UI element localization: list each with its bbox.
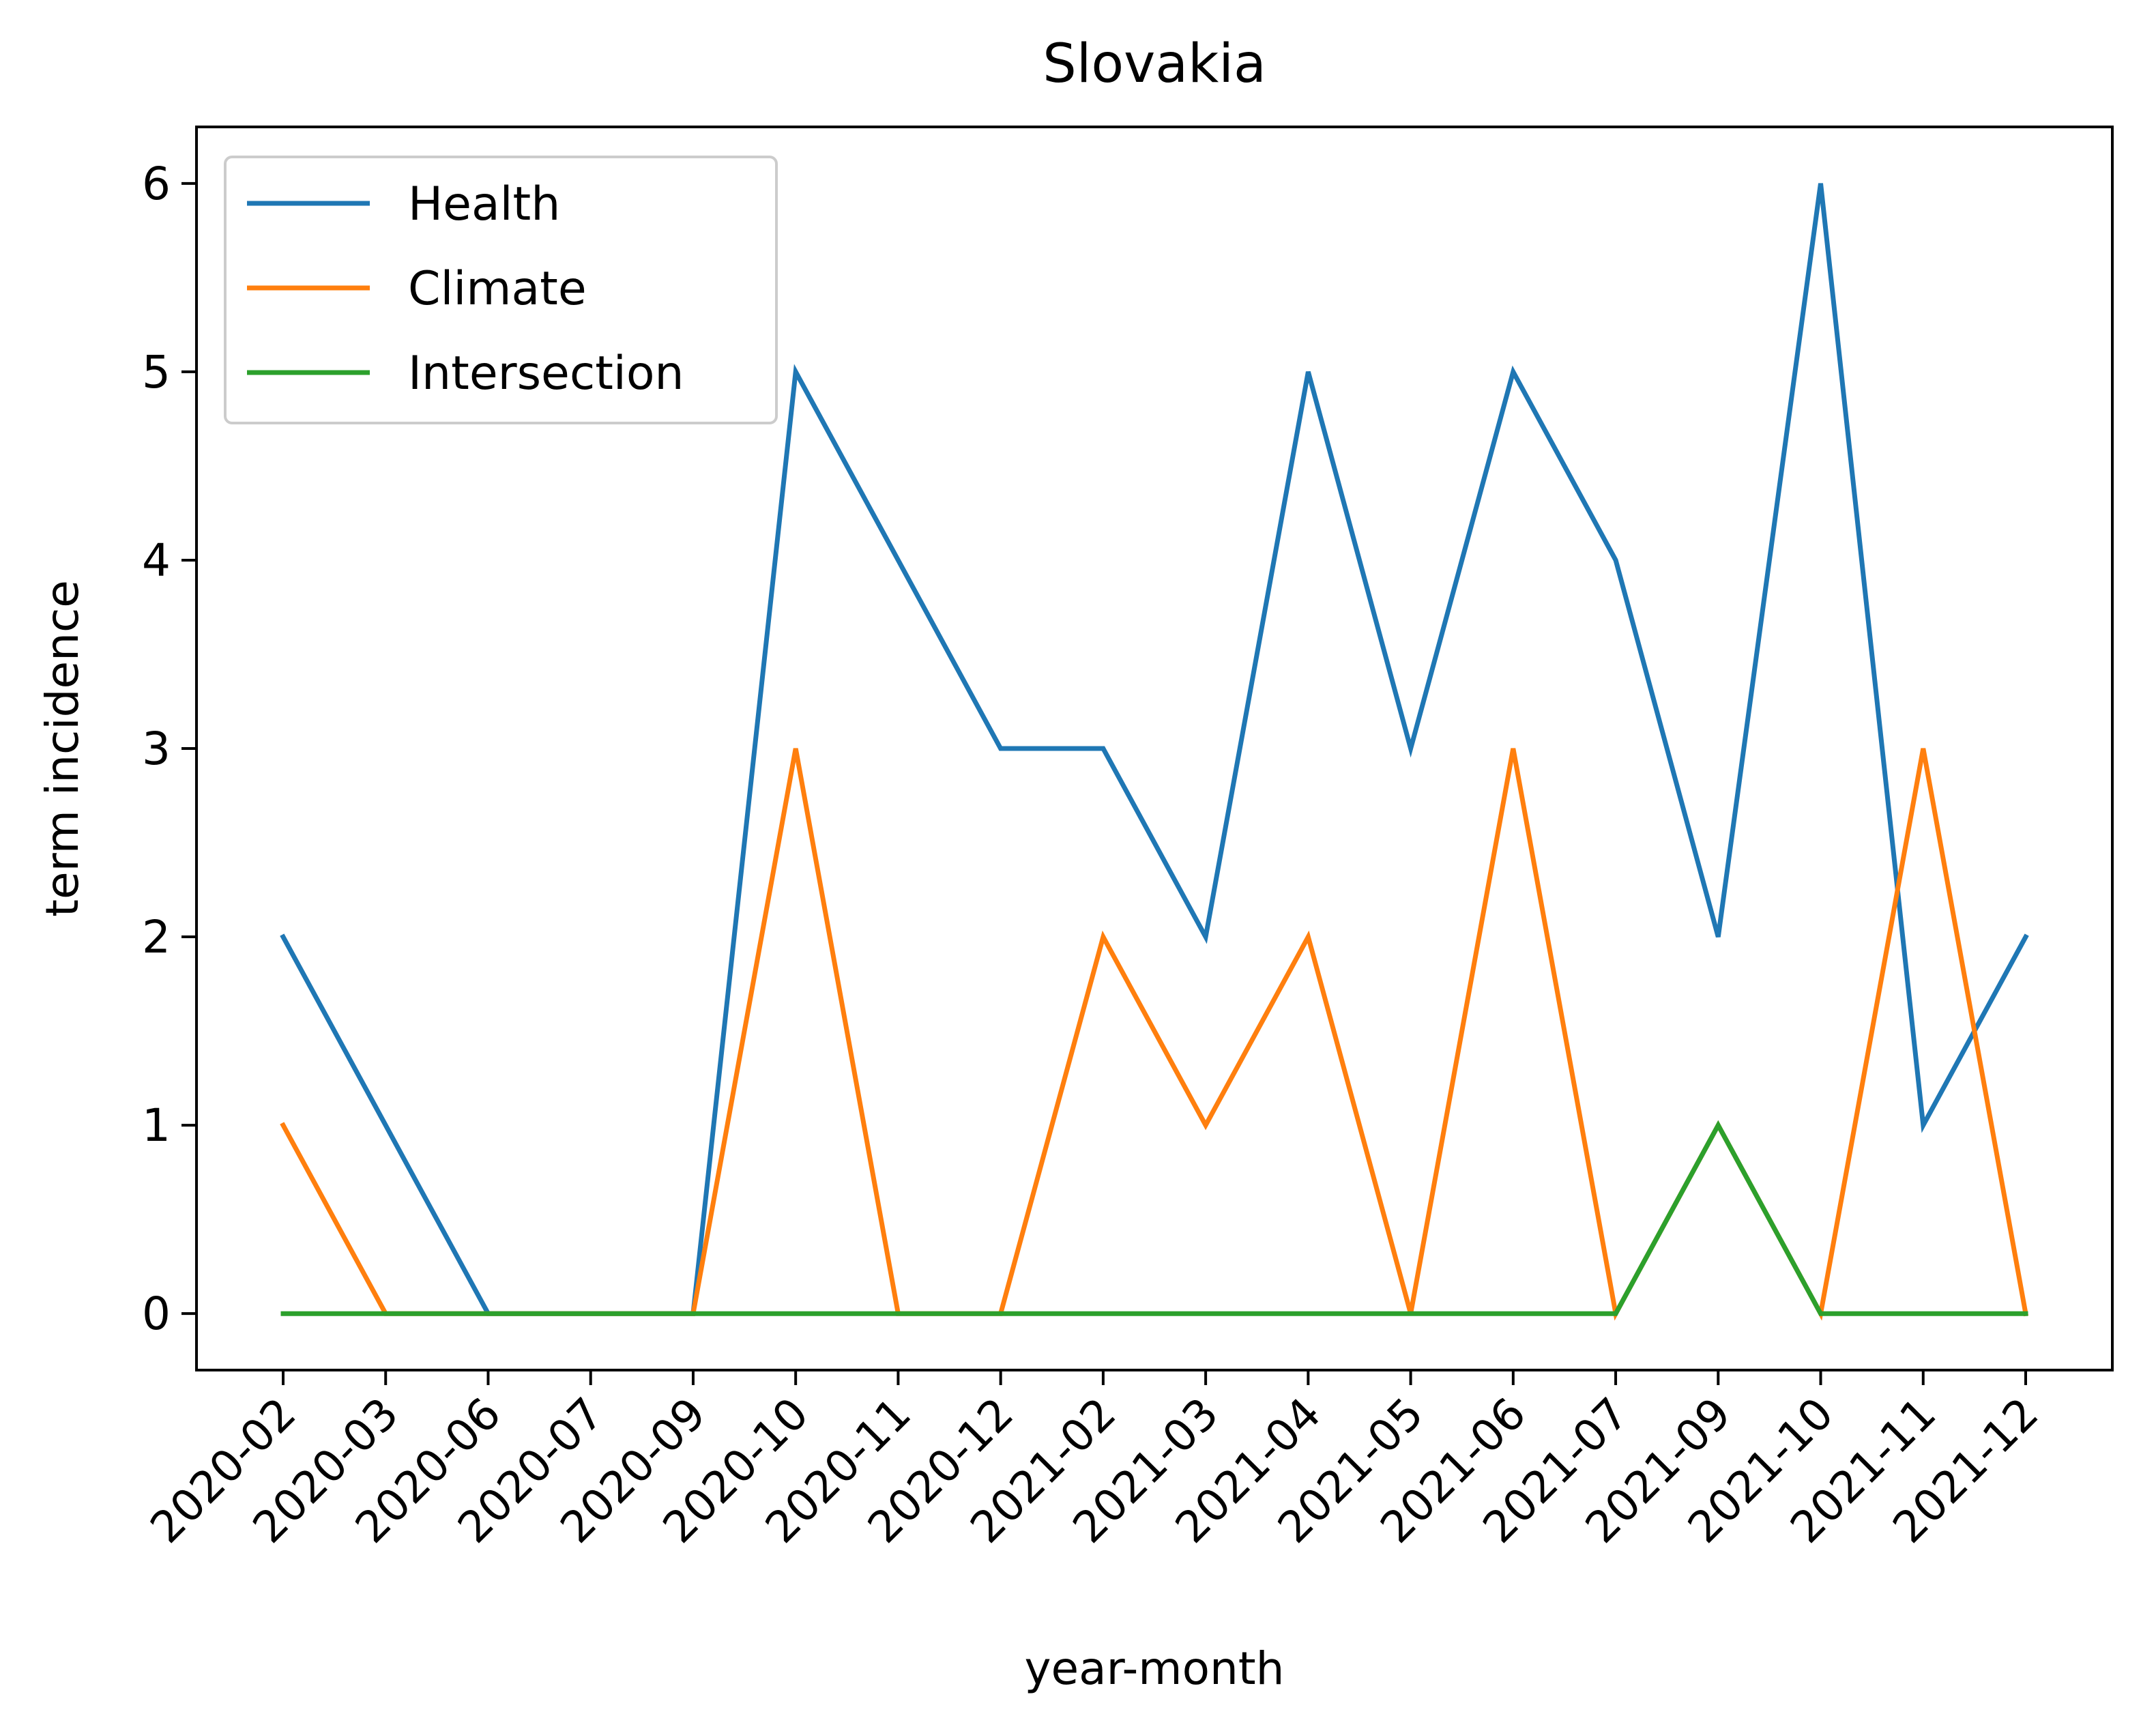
legend-label: Intersection [408, 347, 684, 401]
y-tick-label: 1 [142, 1099, 171, 1152]
y-tick-label: 3 [142, 723, 171, 775]
plot-lines [280, 183, 2029, 1321]
y-tick-label: 4 [142, 534, 171, 587]
y-tick-label: 5 [142, 346, 171, 398]
legend: Health Climate Intersection [224, 156, 778, 424]
legend-label: Health [408, 177, 560, 231]
legend-label: Climate [408, 262, 587, 316]
y-axis: 0 1 2 3 4 5 6 [142, 158, 196, 1340]
y-axis-label: term incidence [36, 580, 89, 917]
chart-title: Slovakia [1043, 33, 1266, 95]
x-axis-label: year-month [1024, 1642, 1284, 1695]
y-tick-label: 2 [142, 911, 171, 963]
series-line-intersection [280, 1120, 2028, 1316]
legend-box [224, 156, 778, 424]
y-tick-label: 0 [142, 1288, 171, 1340]
y-tick-label: 6 [142, 158, 171, 210]
